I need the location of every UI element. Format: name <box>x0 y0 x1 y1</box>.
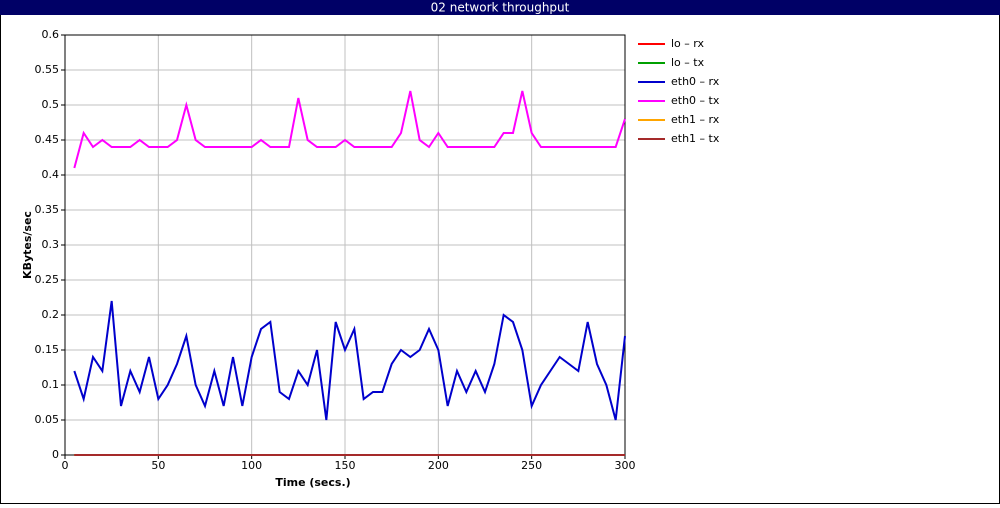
y-tick-label: 0.25 <box>35 273 60 286</box>
legend-label: lo – tx <box>671 56 705 69</box>
y-tick-label: 0.6 <box>42 28 60 41</box>
y-tick-label: 0.1 <box>42 378 60 391</box>
series-line <box>73 90 626 169</box>
y-tick-label: 0.15 <box>35 343 60 356</box>
chart-title: 02 network throughput <box>431 1 570 15</box>
series-line <box>73 300 626 421</box>
y-tick-label: 0.2 <box>42 308 60 321</box>
x-tick-label: 100 <box>241 459 262 472</box>
y-tick-label: 0.4 <box>42 168 60 181</box>
y-tick-label: 0.45 <box>35 133 60 146</box>
legend-label: eth0 – rx <box>671 75 720 88</box>
x-tick-label: 300 <box>615 459 636 472</box>
x-tick-label: 200 <box>428 459 449 472</box>
title-bar <box>0 0 1000 15</box>
y-tick-label: 0.55 <box>35 63 60 76</box>
x-tick-label: 150 <box>335 459 356 472</box>
y-tick-label: 0.05 <box>35 413 60 426</box>
x-tick-label: 0 <box>62 459 69 472</box>
legend-label: eth1 – tx <box>671 132 720 145</box>
y-axis-label: KBytes/sec <box>21 211 34 279</box>
x-axis-label: Time (secs.) <box>275 476 350 489</box>
legend-label: lo – rx <box>671 37 705 50</box>
legend-label: eth0 – tx <box>671 94 720 107</box>
y-tick-label: 0.5 <box>42 98 60 111</box>
y-tick-label: 0 <box>52 448 59 461</box>
legend-label: eth1 – rx <box>671 113 720 126</box>
y-tick-label: 0.35 <box>35 203 60 216</box>
x-tick-label: 250 <box>521 459 542 472</box>
x-tick-label: 50 <box>151 459 165 472</box>
y-tick-label: 0.3 <box>42 238 60 251</box>
